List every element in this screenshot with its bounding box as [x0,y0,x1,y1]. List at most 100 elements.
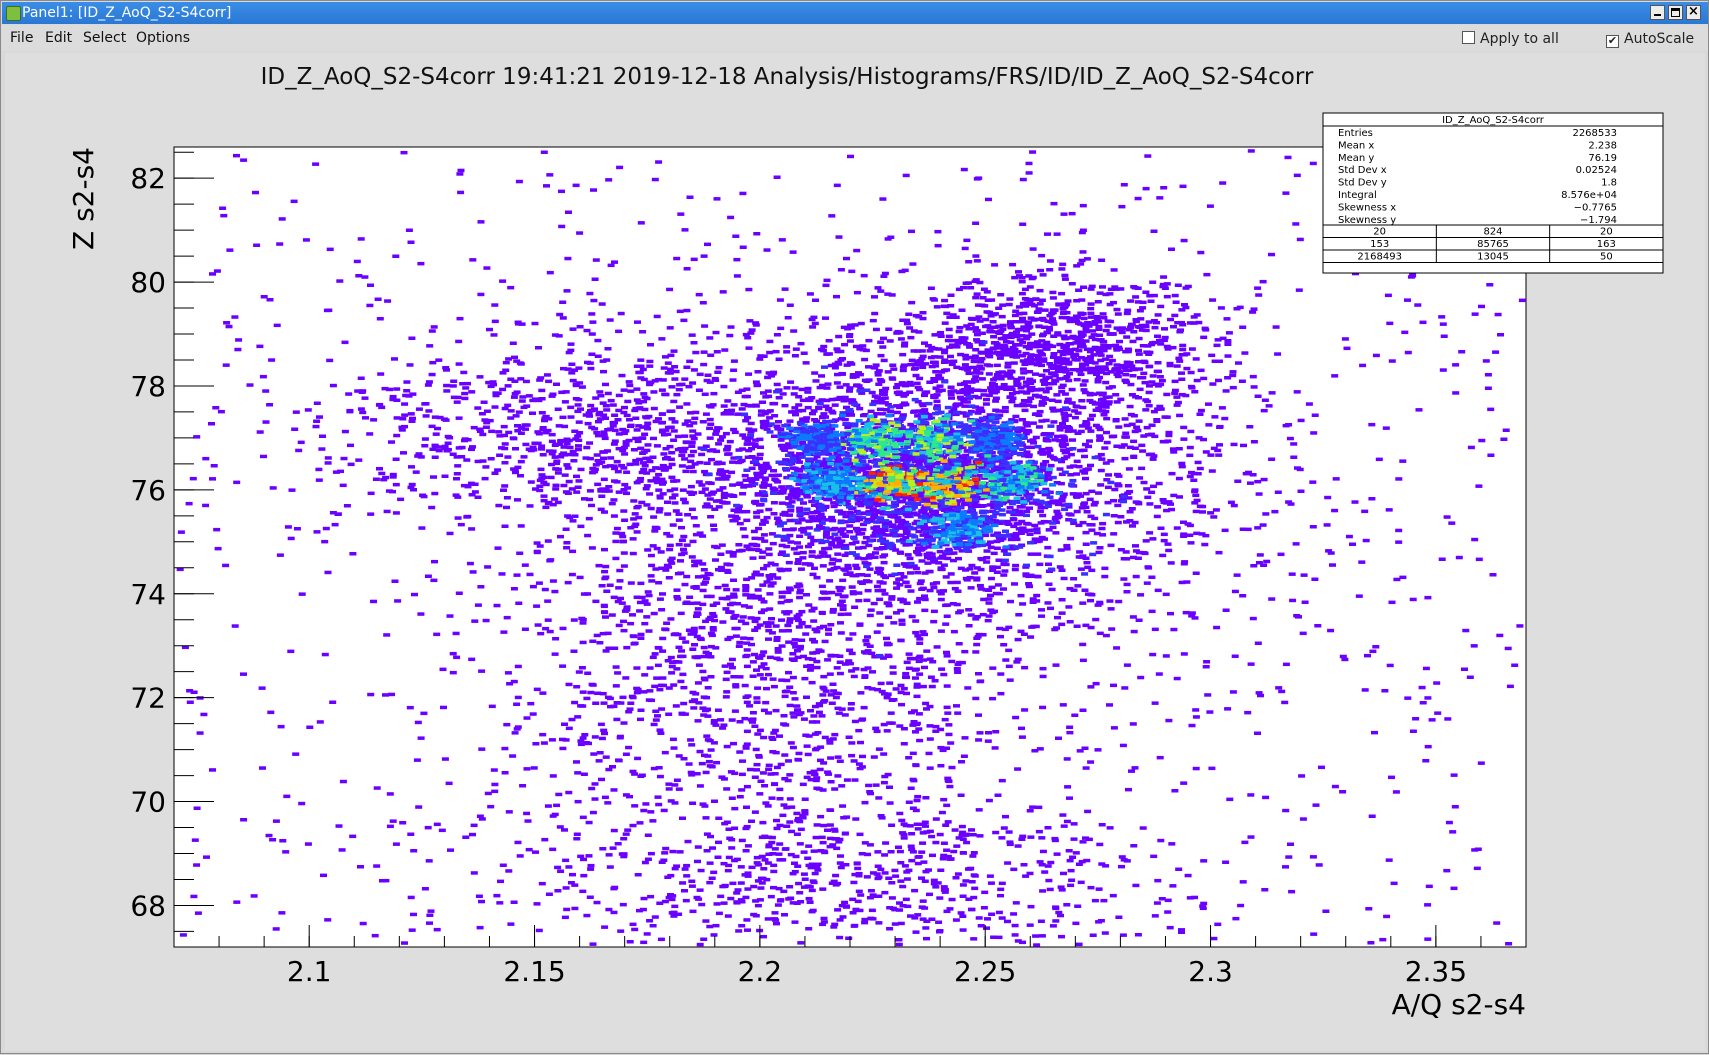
heatmap-bin [577,467,585,472]
heatmap-bin [602,464,610,469]
heatmap-bin [1126,519,1134,523]
heatmap-bin [937,727,945,732]
heatmap-bin [250,894,258,898]
heatmap-bin [827,623,835,627]
histogram-svg[interactable]: ID_Z_AoQ_S2-S4corr 19:41:21 2019-12-18 A… [5,53,1705,1051]
heatmap-bin [816,626,824,630]
heatmap-bin [1191,501,1199,505]
heatmap-bin [944,711,952,715]
heatmap-bin [908,614,916,619]
heatmap-bin [819,564,827,568]
heatmap-bin [675,660,683,664]
heatmap-bin [1193,378,1201,383]
heatmap-bin [972,221,980,225]
heatmap-bin [382,693,389,697]
heatmap-bin [819,700,827,704]
heatmap-bin [1282,808,1290,813]
heatmap-bin [620,539,627,544]
heatmap-bin [748,447,755,451]
heatmap-bin [590,188,597,192]
heatmap-bin [579,815,587,820]
heatmap-bin [772,349,780,354]
heatmap-bin [732,634,740,638]
heatmap-bin [754,732,762,736]
minimize-icon[interactable] [1650,5,1665,20]
heatmap-bin [1088,489,1096,494]
heatmap-bin [824,770,832,774]
heatmap-bin [1159,498,1167,502]
heatmap-bin [980,388,988,393]
heatmap-bin [1124,484,1132,488]
heatmap-bin [837,612,845,617]
heatmap-bin [870,755,878,759]
heatmap-bin [1129,722,1137,726]
heatmap-bin [577,742,585,747]
heatmap-bin [847,154,854,159]
close-icon[interactable]: × [1686,5,1701,20]
title-bar[interactable]: Panel1: [ID_Z_AoQ_S2-S4corr] × [2,2,1708,24]
heatmap-bin [675,645,683,650]
menu-options[interactable]: Options [136,30,191,46]
heatmap-bin [711,507,719,511]
heatmap-bin [884,692,892,696]
heatmap-bin [1054,615,1061,620]
heatmap-bin [774,903,782,907]
heatmap-bin [1322,909,1330,913]
heatmap-bin [804,386,812,391]
heatmap-bin [665,576,673,580]
heatmap-bin [979,633,987,637]
heatmap-bin [811,732,819,736]
checkbox-unchecked-icon[interactable] [1462,31,1475,44]
heatmap-bin [1186,453,1194,458]
heatmap-bin [766,655,774,660]
heatmap-bin [1287,502,1295,506]
heatmap-bin [675,518,683,522]
heatmap-bin [1047,606,1054,611]
heatmap-bin [765,711,772,715]
heatmap-bin [1082,467,1090,472]
heatmap-bin [632,522,640,526]
heatmap-bin [895,390,903,394]
heatmap-bin [615,623,623,628]
heatmap-bin [617,596,624,601]
heatmap-bin [829,607,837,612]
heatmap-bin [1182,610,1190,615]
heatmap-bin [534,623,542,627]
autoscale-checkbox[interactable]: ✔ AutoScale [1606,31,1694,48]
heatmap-bin [862,535,870,540]
heatmap-bin [900,363,908,367]
menu-select[interactable]: Select [83,30,127,46]
heatmap-bin [779,813,787,818]
heatmap-bin [792,645,800,649]
heatmap-bin [803,695,810,699]
menu-edit[interactable]: Edit [45,30,73,46]
heatmap-bin [1099,285,1106,289]
heatmap-bin [1014,657,1022,662]
heatmap-bin [772,750,780,755]
heatmap-bin [972,650,980,654]
heatmap-bin [769,581,777,585]
heatmap-bin [602,564,610,569]
heatmap-bin [1065,505,1073,509]
apply-to-all-checkbox[interactable]: Apply to all [1462,31,1559,47]
heatmap-bin [1151,627,1159,632]
heatmap-bin [1014,382,1022,386]
heatmap-bin [877,681,885,686]
heatmap-bin [1066,725,1074,729]
heatmap-bin [1292,542,1300,546]
plot-canvas[interactable]: ID_Z_AoQ_S2-S4corr 19:41:21 2019-12-18 A… [5,53,1705,1051]
heatmap-bin [838,707,846,711]
heatmap-bin [1188,470,1195,475]
maximize-icon[interactable] [1668,5,1683,20]
heatmap-bin [1180,425,1188,430]
menu-file[interactable]: File [10,30,34,46]
heatmap-bin [1388,359,1396,363]
heatmap-bin [1091,361,1099,365]
heatmap-bin [736,795,744,799]
heatmap-bin [1059,494,1067,499]
heatmap-bin [1191,895,1199,900]
heatmap-bin [717,468,725,472]
heatmap-bin [807,709,814,713]
heatmap-bin [992,591,1000,596]
checkbox-checked-icon[interactable]: ✔ [1606,34,1619,48]
